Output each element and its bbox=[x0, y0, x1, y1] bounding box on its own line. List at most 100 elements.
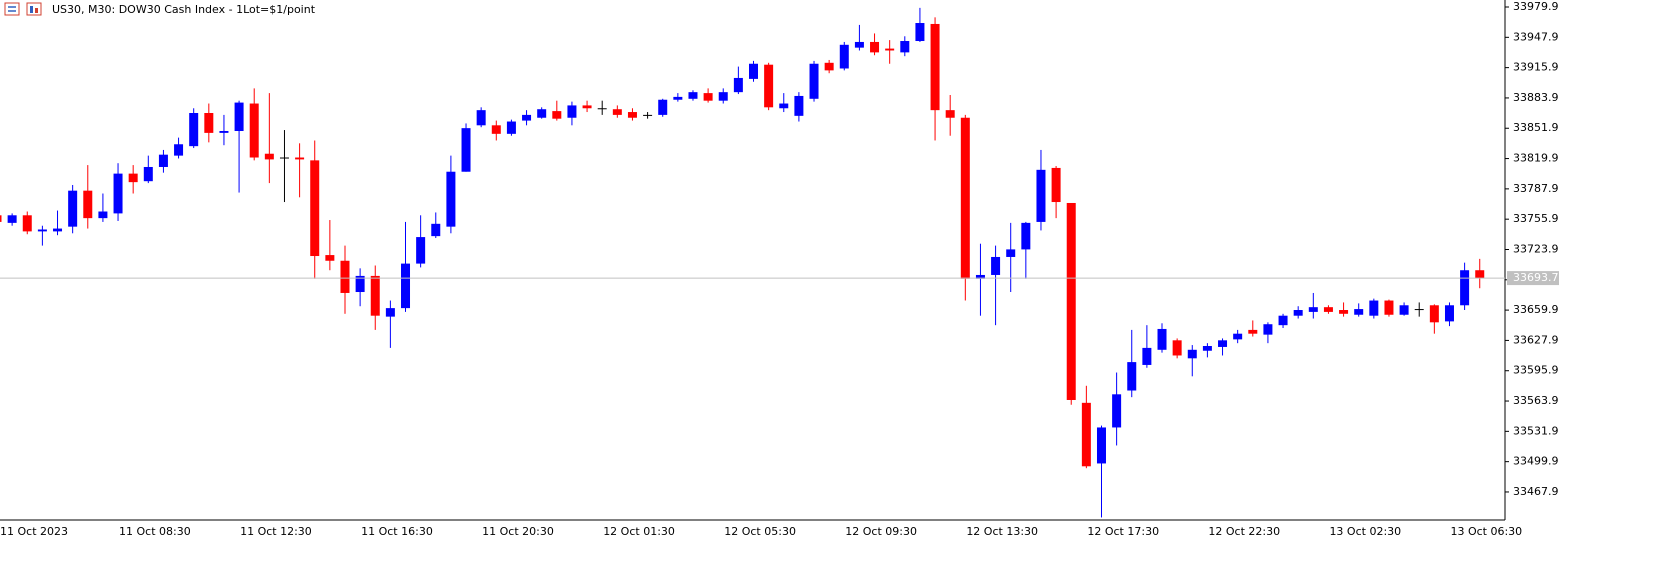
candle-body bbox=[1157, 328, 1167, 350]
candle-body bbox=[143, 166, 153, 182]
candle-body bbox=[68, 190, 78, 227]
candle-body bbox=[597, 108, 607, 110]
candle-body bbox=[779, 103, 789, 109]
candle-body bbox=[98, 211, 108, 219]
candle-body bbox=[491, 125, 501, 134]
candle-body bbox=[22, 215, 32, 232]
candle-body bbox=[1414, 309, 1424, 311]
candle-body bbox=[764, 64, 774, 108]
candle-body bbox=[416, 237, 426, 264]
candle-body bbox=[385, 308, 395, 317]
candle-body bbox=[53, 228, 63, 232]
candle-body bbox=[1429, 305, 1439, 323]
x-tick-label: 12 Oct 22:30 bbox=[1208, 525, 1280, 538]
candle-body bbox=[234, 102, 244, 131]
candle-body bbox=[431, 223, 441, 237]
candle-body bbox=[552, 111, 562, 119]
x-tick-label: 11 Oct 20:30 bbox=[482, 525, 554, 538]
candle-body bbox=[83, 190, 93, 219]
toolbar-icons bbox=[4, 2, 42, 16]
candle-body bbox=[658, 99, 668, 115]
candle-body bbox=[582, 105, 592, 109]
candle-body bbox=[279, 157, 289, 159]
x-tick-label: 12 Oct 01:30 bbox=[603, 525, 675, 538]
price-label-bg bbox=[1507, 271, 1559, 286]
candle-body bbox=[1323, 307, 1333, 312]
candle-body bbox=[1218, 340, 1228, 347]
candle-body bbox=[219, 130, 229, 133]
candle-body bbox=[158, 154, 168, 167]
candle-body bbox=[506, 121, 516, 134]
candle-body bbox=[370, 275, 380, 316]
candle-body bbox=[401, 263, 411, 309]
y-tick-label: 33787.9 bbox=[1513, 182, 1559, 195]
x-tick-label: 11 Oct 2023 bbox=[0, 525, 68, 538]
candle-body bbox=[1006, 249, 1016, 257]
candle-body bbox=[688, 92, 698, 99]
icon-chart bbox=[26, 2, 42, 16]
candle-body bbox=[113, 173, 123, 214]
candle-body bbox=[340, 260, 350, 293]
candle-body bbox=[703, 93, 713, 101]
candle-body bbox=[128, 173, 138, 183]
candle-body bbox=[612, 109, 622, 115]
candle-body bbox=[355, 275, 365, 293]
candle-body bbox=[733, 77, 743, 93]
candle-body bbox=[718, 92, 728, 101]
y-tick-label: 33659.9 bbox=[1513, 303, 1559, 316]
candle-body bbox=[809, 63, 819, 99]
y-tick-label: 33467.9 bbox=[1513, 485, 1559, 498]
y-tick-label: 33723.9 bbox=[1513, 242, 1559, 255]
candle-body bbox=[204, 112, 214, 133]
candle-body bbox=[1051, 167, 1061, 203]
candle-body bbox=[839, 44, 849, 69]
candle-body bbox=[446, 171, 456, 227]
candle-body bbox=[189, 112, 199, 147]
candle-body bbox=[627, 112, 637, 118]
candle-body bbox=[1263, 324, 1273, 335]
x-tick-label: 13 Oct 06:30 bbox=[1450, 525, 1522, 538]
candle-body bbox=[749, 63, 758, 79]
candle-body bbox=[1293, 310, 1303, 316]
candle-body bbox=[1384, 300, 1394, 315]
x-tick-label: 11 Oct 08:30 bbox=[119, 525, 191, 538]
candle-body bbox=[1248, 329, 1258, 334]
candle-body bbox=[1308, 307, 1318, 312]
candle-body bbox=[325, 255, 335, 261]
candle-body bbox=[1444, 305, 1454, 322]
candle-body bbox=[7, 215, 17, 223]
candle-body bbox=[1460, 270, 1470, 306]
x-tick-label: 11 Oct 16:30 bbox=[361, 525, 433, 538]
candle-body bbox=[476, 110, 486, 126]
y-tick-label: 33915.9 bbox=[1513, 61, 1559, 74]
y-tick-label: 33851.9 bbox=[1513, 121, 1559, 134]
candle-body bbox=[537, 109, 547, 118]
x-tick-label: 12 Oct 17:30 bbox=[1087, 525, 1159, 538]
y-tick-label: 33531.9 bbox=[1513, 424, 1559, 437]
icon-bar bbox=[30, 6, 33, 13]
y-tick-label: 33819.9 bbox=[1513, 152, 1559, 165]
candle-body bbox=[824, 62, 834, 71]
candle-body bbox=[522, 114, 532, 121]
candle-body bbox=[643, 114, 653, 116]
chart-title: US30, M30: DOW30 Cash Index - 1Lot=$1/po… bbox=[52, 3, 316, 16]
candle-body bbox=[1036, 169, 1046, 222]
y-tick-label: 33947.9 bbox=[1513, 30, 1559, 43]
candle-body bbox=[1096, 427, 1106, 464]
candle-body bbox=[1112, 394, 1122, 428]
candle-body bbox=[264, 153, 274, 160]
candle-body bbox=[854, 41, 864, 48]
candle-body bbox=[794, 95, 804, 116]
candle-body bbox=[915, 23, 925, 42]
x-tick-label: 12 Oct 09:30 bbox=[845, 525, 917, 538]
candle-body bbox=[310, 160, 320, 257]
candle-body bbox=[1172, 340, 1182, 356]
icon-list bbox=[4, 2, 20, 16]
candle-body bbox=[1354, 309, 1364, 315]
x-tick-label: 13 Oct 02:30 bbox=[1329, 525, 1401, 538]
candle-body bbox=[900, 41, 910, 53]
x-tick-label: 12 Oct 05:30 bbox=[724, 525, 796, 538]
